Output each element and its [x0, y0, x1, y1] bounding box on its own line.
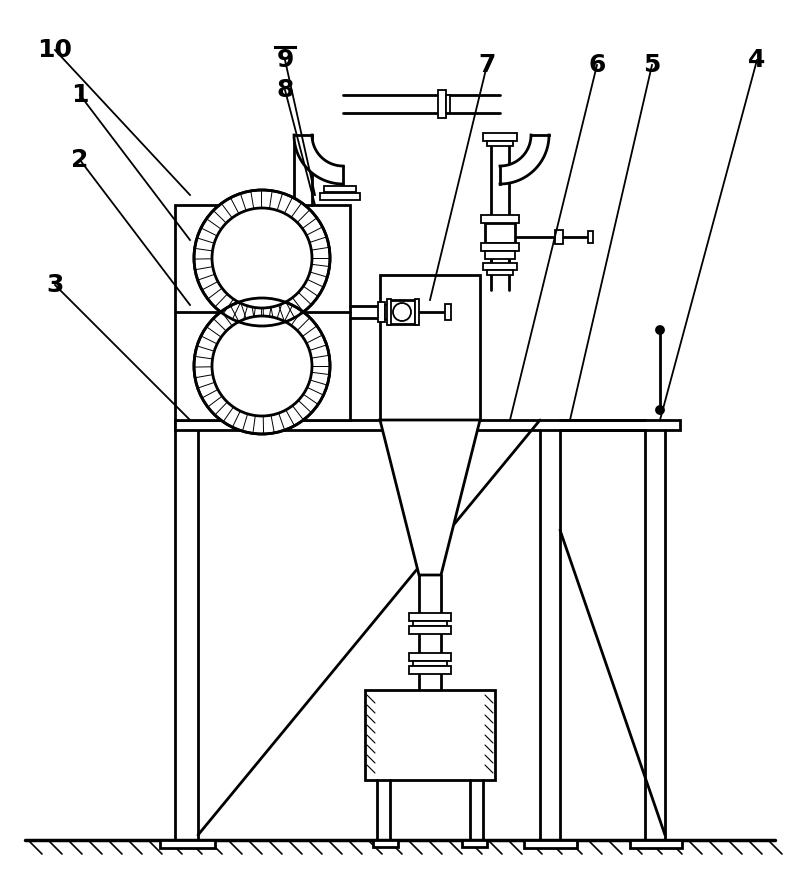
- Circle shape: [194, 298, 330, 434]
- Bar: [378, 302, 385, 322]
- Bar: [487, 270, 513, 275]
- Bar: [485, 223, 515, 243]
- Bar: [387, 299, 391, 325]
- Bar: [175, 420, 680, 430]
- Bar: [409, 666, 451, 674]
- Bar: [320, 193, 360, 200]
- Circle shape: [194, 190, 330, 326]
- Bar: [483, 263, 517, 270]
- Text: 4: 4: [748, 48, 766, 72]
- Text: 9: 9: [276, 48, 294, 72]
- Bar: [445, 304, 451, 320]
- Text: 2: 2: [71, 148, 89, 172]
- Polygon shape: [380, 420, 480, 575]
- Bar: [415, 299, 419, 325]
- Bar: [630, 840, 682, 848]
- Circle shape: [656, 406, 664, 414]
- Bar: [481, 215, 519, 223]
- Bar: [487, 141, 513, 146]
- Circle shape: [212, 316, 312, 416]
- Bar: [413, 621, 447, 626]
- Bar: [160, 840, 215, 848]
- Text: 8: 8: [276, 78, 294, 102]
- Text: 1: 1: [71, 83, 89, 107]
- Text: 10: 10: [38, 38, 73, 62]
- Bar: [588, 231, 593, 243]
- Bar: [555, 230, 563, 244]
- Bar: [385, 305, 389, 319]
- Circle shape: [212, 208, 312, 308]
- Circle shape: [393, 303, 411, 321]
- Text: 3: 3: [46, 273, 64, 297]
- Bar: [365, 690, 495, 780]
- Bar: [324, 186, 356, 192]
- Bar: [446, 95, 450, 113]
- Bar: [481, 243, 519, 251]
- Bar: [373, 840, 398, 847]
- Text: 6: 6: [588, 53, 606, 77]
- Bar: [380, 275, 480, 420]
- Bar: [409, 653, 451, 661]
- Bar: [485, 251, 515, 259]
- Bar: [409, 626, 451, 634]
- Bar: [462, 840, 487, 847]
- Bar: [413, 661, 447, 666]
- Polygon shape: [294, 135, 343, 184]
- Bar: [409, 613, 451, 621]
- Text: 5: 5: [643, 53, 661, 77]
- Text: 7: 7: [478, 53, 496, 77]
- Bar: [175, 205, 350, 420]
- Bar: [524, 840, 577, 848]
- Circle shape: [656, 326, 664, 334]
- Bar: [389, 300, 415, 324]
- Polygon shape: [500, 135, 549, 184]
- Bar: [438, 90, 446, 118]
- Bar: [483, 133, 517, 141]
